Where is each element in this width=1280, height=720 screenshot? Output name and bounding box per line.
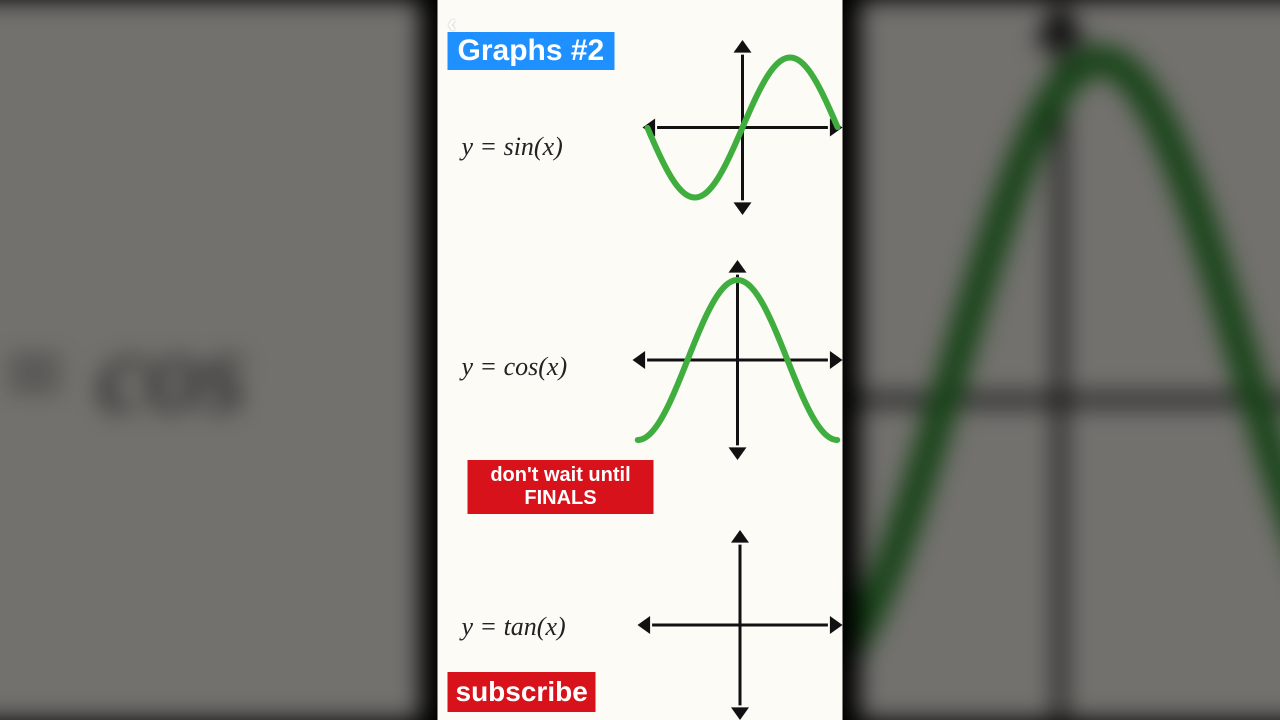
- overlay-finals: don't wait until FINALS: [468, 460, 654, 514]
- graph-tan: [638, 530, 843, 720]
- equation-cos: y = cos(x): [462, 352, 568, 382]
- equation-sin: y = sin(x): [462, 132, 563, 162]
- graph-sin: [643, 40, 843, 215]
- overlay-subscribe[interactable]: subscribe: [448, 672, 596, 712]
- title-badge: Graphs #2: [448, 32, 615, 70]
- equation-tan: y = tan(x): [462, 612, 566, 642]
- graph-cos: [633, 260, 843, 460]
- video-panel: ‹ Graphs #2 y = sin(x) y = cos(x) y = ta…: [438, 0, 843, 720]
- stage: y = cos ‹ Graphs #2 y = sin(x) y = cos(x…: [0, 0, 1280, 720]
